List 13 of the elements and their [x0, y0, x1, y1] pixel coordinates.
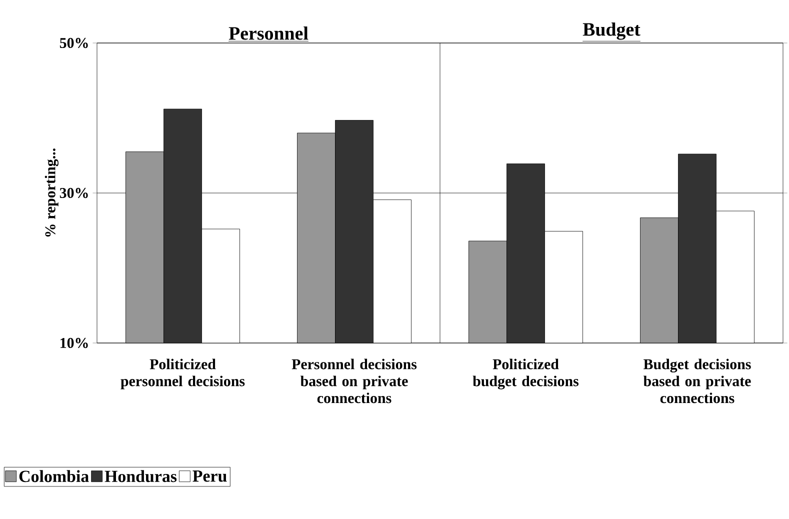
x-tick-label: Personnel decisions based on private connections [292, 358, 417, 404]
legend-label: Peru [192, 470, 227, 482]
x-tick-label: Budget decisions based on private connections [643, 358, 751, 404]
text: Personnel [228, 26, 308, 40]
y-tick-label: 30% [60, 188, 88, 198]
y-tick-label: 50% [60, 38, 88, 48]
text: Budget [582, 22, 640, 40]
y-tick-label: 10% [60, 338, 88, 348]
x-tick-label: Politicized budget decisions [472, 358, 579, 390]
y-axis-title: % reporting... [44, 148, 58, 237]
x-tick-label: Politicized personnel decisions [120, 358, 245, 390]
legend-label: Honduras [104, 470, 177, 482]
legend-label: Colombia [19, 470, 89, 482]
